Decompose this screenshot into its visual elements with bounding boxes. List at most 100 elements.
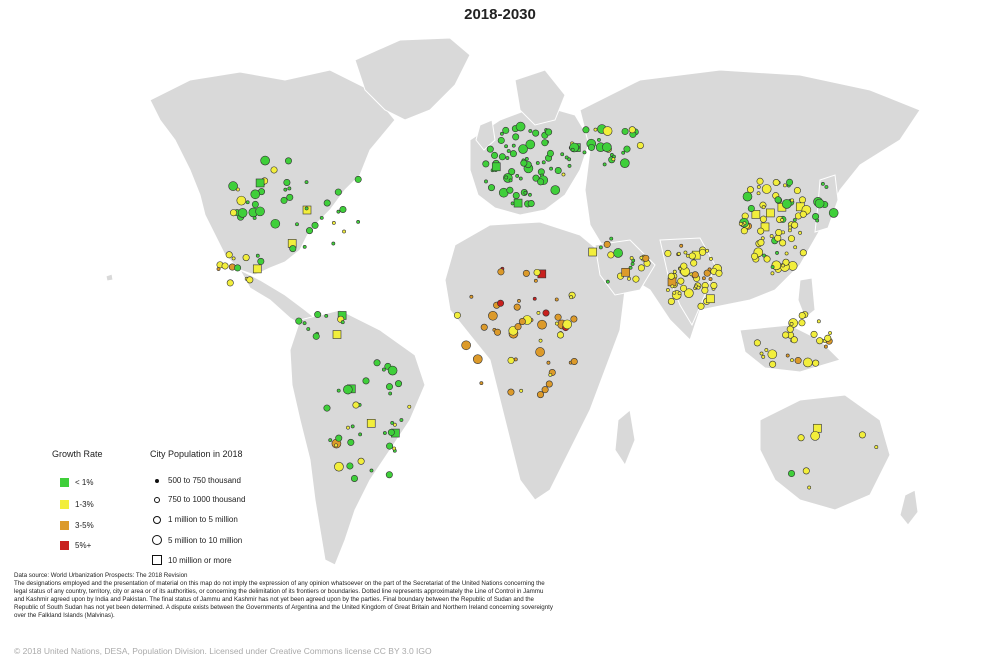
city-marker [569,295,574,300]
city-marker [664,249,672,257]
british-isles [475,119,496,151]
city-marker [515,121,526,132]
city-marker [545,380,553,388]
city-marker [688,252,696,260]
city-marker [554,297,559,302]
city-marker [570,147,575,152]
city-marker [554,321,559,326]
city-marker [509,150,517,158]
city-marker [525,139,536,150]
city-marker [797,434,805,442]
city-marker [221,262,229,270]
city-marker [636,141,644,149]
size-symbol-circle-large [152,535,162,545]
city-marker [324,313,329,318]
city-marker [506,149,511,153]
city-marker [677,277,685,285]
city-marker [788,225,793,230]
city-marker [387,428,395,436]
city-marker [242,254,250,262]
growth-swatch-red [60,541,69,550]
city-marker [517,299,521,303]
growth-legend-label: 3-5% [75,521,94,530]
city-marker [699,248,707,256]
city-marker [350,424,355,429]
city-marker [582,126,590,134]
city-marker [802,467,810,475]
city-marker [613,248,623,258]
city-marker [352,401,360,409]
city-marker [255,253,260,258]
city-marker [679,243,684,248]
city-marker [821,182,825,186]
city-marker [823,344,828,349]
population-legend-label: 10 million or more [168,555,232,565]
city-marker [824,185,829,189]
city-marker [469,294,474,299]
city-marker [506,186,514,194]
population-legend-item: 10 million or more [152,555,232,565]
city-marker [740,227,748,235]
city-marker [508,178,513,183]
city-marker [255,206,265,217]
city-marker [775,251,779,255]
city-marker [779,239,787,247]
city-marker [491,151,499,159]
city-marker [602,126,613,136]
city-marker [799,210,807,218]
city-marker [319,215,324,220]
city-marker [738,221,743,226]
city-marker [216,267,221,271]
city-marker [283,187,288,192]
city-marker [757,227,765,235]
city-marker [336,388,341,393]
city-marker [637,264,645,272]
city-marker [798,312,806,320]
city-marker [512,192,520,200]
data-source: Data source: World Urbanization Prospect… [14,572,188,579]
city-marker [304,206,309,211]
city-marker [691,271,699,279]
city-marker [770,271,775,276]
city-marker [514,323,522,331]
population-legend-item: 1 million to 5 million [152,515,238,524]
city-marker [523,190,528,195]
city-marker [598,245,603,250]
city-marker [828,331,832,335]
city-marker [786,178,794,186]
city-marker [312,332,320,340]
city-marker [761,354,766,359]
city-marker [354,175,362,183]
city-marker [703,269,711,277]
city-marker [683,250,688,255]
city-marker [369,468,374,473]
footnote: Data source: World Urbanization Prospect… [14,572,554,620]
city-marker [697,302,705,310]
city-marker [482,160,490,168]
city-marker [597,137,601,142]
city-marker [761,205,766,210]
city-marker [284,157,292,165]
city-marker [667,272,675,280]
city-marker [295,222,299,227]
city-marker [680,284,688,292]
city-marker [257,257,265,265]
city-marker [513,357,518,362]
city-marker [335,434,343,442]
city-marker [814,198,825,209]
city-marker [528,192,532,197]
city-marker [769,234,774,238]
growth-swatch-green [60,478,69,487]
city-marker [504,144,508,149]
scandinavia [514,69,566,126]
city-marker [793,245,798,250]
city-marker [245,200,250,205]
city-marker [385,383,393,391]
city-marker [527,199,535,207]
city-marker [603,240,611,248]
city-marker [334,461,344,472]
city-marker [286,193,294,201]
city-marker [302,244,307,249]
population-legend-title: City Population in 2018 [150,449,243,459]
city-marker [346,425,350,430]
